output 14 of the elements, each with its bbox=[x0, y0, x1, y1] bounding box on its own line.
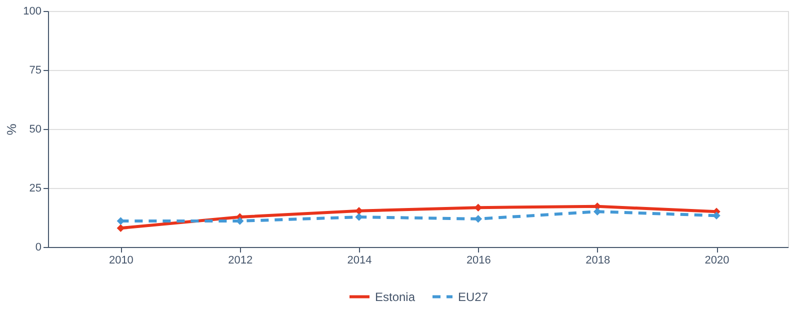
y-tick-label: 100 bbox=[23, 6, 42, 18]
y-tick-label: 0 bbox=[35, 242, 42, 254]
y-tick-label: 50 bbox=[29, 124, 42, 136]
x-tick-label: 2018 bbox=[586, 254, 610, 266]
y-axis-title: % bbox=[4, 123, 20, 136]
x-tick-label: 2016 bbox=[466, 254, 491, 266]
x-tick-label: 2012 bbox=[228, 254, 253, 266]
y-tick-label: 75 bbox=[29, 64, 42, 76]
x-tick-label: 2020 bbox=[704, 254, 730, 266]
legend-label: EU27 bbox=[458, 290, 488, 304]
x-tick-label: 2014 bbox=[347, 254, 372, 266]
legend-label: Estonia bbox=[375, 290, 416, 304]
x-tick-label: 2010 bbox=[108, 254, 134, 266]
y-tick-label: 25 bbox=[29, 182, 42, 194]
